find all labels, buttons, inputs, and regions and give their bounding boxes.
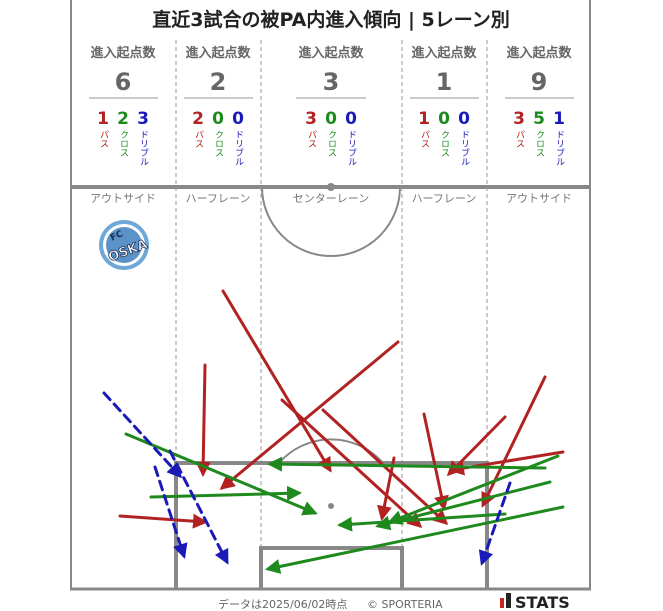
- pass-arrow: [481, 375, 547, 508]
- lane-cross-label: クロス: [213, 130, 223, 157]
- lane-name: ハーフレーン: [186, 192, 251, 205]
- penalty-area: [174, 461, 489, 589]
- center-spot: [327, 183, 335, 191]
- pass-arrow: [422, 412, 449, 511]
- stats-logo-icon: [500, 593, 511, 608]
- lane-dribble-count: 3: [137, 109, 149, 129]
- lane-total: 6: [115, 68, 132, 96]
- footer-copyright: © SPORTERIA: [367, 598, 443, 611]
- lane-dribble-count: 0: [232, 109, 244, 129]
- lane-header-4: 進入起点数 1 1 0 0 パス クロス ドリブル ハーフレーン: [410, 45, 479, 205]
- dribble-arrow: [168, 449, 229, 565]
- footer-date: データは2025/06/02時点: [218, 597, 347, 611]
- lane-cross-label: クロス: [534, 130, 544, 157]
- lane-header-label: 進入起点数: [506, 45, 572, 61]
- lane-total: 9: [531, 68, 548, 96]
- lane-cross-count: 0: [325, 109, 337, 129]
- cross-arrow: [149, 485, 302, 501]
- lane-cross-count: 5: [533, 109, 545, 129]
- lane-pass-count: 1: [97, 109, 109, 129]
- team-logo-icon: FC OSKA: [99, 220, 150, 270]
- center-circle: [261, 186, 401, 257]
- pass-arrow: [118, 513, 208, 529]
- lane-header-label: 進入起点数: [185, 45, 251, 61]
- cross-arrow: [387, 454, 560, 525]
- lane-name: アウトサイド: [90, 192, 156, 205]
- lane-dribble-label: ドリブル: [459, 130, 470, 166]
- lane-header-1: 進入起点数 6 1 2 3 パス クロス ドリブル アウトサイド: [89, 45, 158, 205]
- footer-brand: STATS: [515, 593, 570, 611]
- lane-dribble-count: 1: [553, 109, 565, 129]
- cross-arrow: [375, 480, 552, 531]
- lane-name: センターレーン: [293, 192, 369, 205]
- lane-name: アウトサイド: [506, 192, 572, 205]
- lane-dribble-label: ドリブル: [138, 130, 149, 166]
- pass-arrow: [280, 398, 423, 529]
- dribble-arrow: [102, 391, 183, 479]
- lane-cross-label: クロス: [118, 130, 128, 157]
- lane-cross-count: 0: [438, 109, 450, 129]
- lane-pass-count: 3: [305, 109, 317, 129]
- lane-pass-count: 1: [418, 109, 430, 129]
- lane-header-label: 進入起点数: [298, 45, 364, 61]
- lane-pass-label: パス: [419, 130, 430, 148]
- lane-header-label: 進入起点数: [411, 45, 477, 61]
- lane-dribble-label: ドリブル: [233, 130, 244, 166]
- lane-pass-label: パス: [98, 130, 109, 148]
- lane-total: 1: [436, 68, 453, 96]
- lane-total: 2: [210, 68, 227, 96]
- lane-header-5: 進入起点数 9 3 5 1 パス クロス ドリブル アウトサイド: [505, 45, 574, 205]
- lane-dribble-label: ドリブル: [554, 130, 565, 166]
- cross-arrow: [337, 512, 507, 532]
- dribble-arrow: [153, 465, 188, 559]
- lane-cross-count: 2: [117, 109, 129, 129]
- cross-arrow: [267, 456, 547, 472]
- penalty-spot: [328, 503, 334, 509]
- chart-title: 直近3試合の被PA内進入傾向 | 5レーン別: [152, 8, 510, 31]
- pass-arrow: [219, 340, 400, 490]
- arrows-layer: [102, 289, 565, 574]
- cross-arrow: [265, 505, 565, 574]
- lane-pass-count: 2: [192, 109, 204, 129]
- lane-dribble-count: 0: [345, 109, 357, 129]
- dribble-arrow: [478, 481, 512, 566]
- lane-cross-label: クロス: [326, 130, 336, 157]
- lane-pass-label: パス: [514, 130, 525, 148]
- lane-name: ハーフレーン: [412, 192, 477, 205]
- lane-header-2: 進入起点数 2 2 0 0 パス クロス ドリブル ハーフレーン: [184, 45, 253, 205]
- lane-pass-label: パス: [306, 130, 317, 148]
- lane-dribble-count: 0: [458, 109, 470, 129]
- pass-arrow: [221, 289, 332, 473]
- pass-arrow: [376, 456, 396, 521]
- pass-arrow: [195, 363, 211, 477]
- lane-cross-label: クロス: [439, 130, 449, 157]
- lane-pass-count: 3: [513, 109, 525, 129]
- lane-pass-label: パス: [193, 130, 204, 148]
- lane-dribble-label: ドリブル: [346, 130, 357, 166]
- goal-area: [259, 546, 404, 589]
- lane-header-3: 進入起点数 3 3 0 0 パス クロス ドリブル センターレーン: [293, 45, 369, 205]
- lane-total: 3: [323, 68, 340, 96]
- cross-arrow: [124, 432, 318, 516]
- lane-cross-count: 0: [212, 109, 224, 129]
- lane-header-label: 進入起点数: [90, 45, 156, 61]
